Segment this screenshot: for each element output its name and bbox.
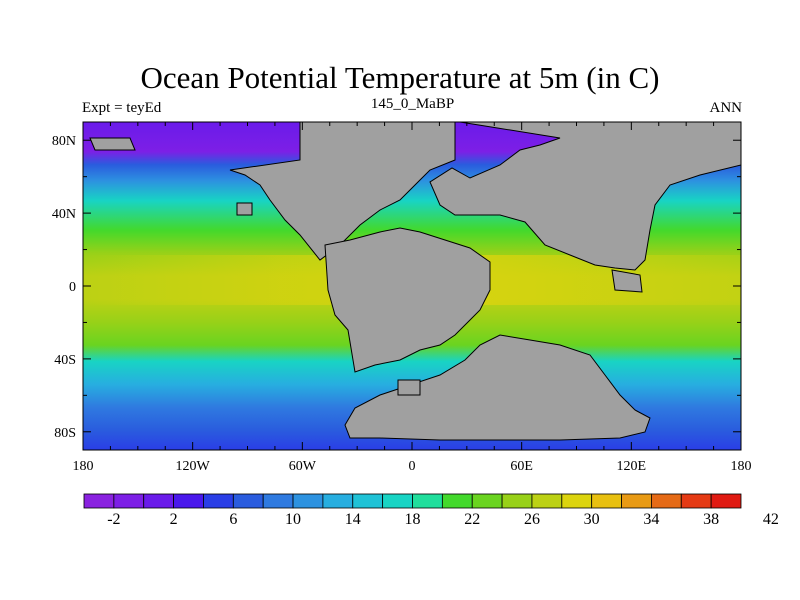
colorbar-label: 38 <box>703 511 719 528</box>
island-1 <box>89 137 136 151</box>
colorbar-swatch <box>561 493 593 509</box>
lon-tick-label: 120E <box>617 459 647 474</box>
lat-tick-label: 40N <box>52 207 76 222</box>
map-area <box>83 122 741 450</box>
lon-tick-label: 60E <box>510 459 533 474</box>
colorbar-swatch <box>501 493 533 509</box>
colorbar-label: 6 <box>229 511 237 528</box>
period-label: 145_0_MaBP <box>370 96 455 112</box>
colorbar-swatch <box>203 493 234 509</box>
lon-tick-label: 180 <box>73 459 94 474</box>
season-label: ANN <box>709 100 743 116</box>
colorbar-label: 10 <box>285 511 301 528</box>
lat-tick-label: 0 <box>69 280 76 295</box>
colorbar-swatch <box>651 493 682 509</box>
colorbar-swatch <box>710 493 742 509</box>
island-3 <box>236 202 253 216</box>
colorbar-swatch <box>591 493 622 509</box>
colorbar-label: 26 <box>524 511 540 528</box>
colorbar-swatch <box>292 493 324 509</box>
island-2 <box>611 269 643 293</box>
colorbar-swatch <box>412 493 443 509</box>
colorbar-swatch <box>352 493 384 509</box>
colorbar-label: 30 <box>584 511 600 528</box>
colorbar-swatch <box>471 493 503 509</box>
lat-tick-label: 80N <box>52 134 76 149</box>
lon-tick-label: 60W <box>289 459 317 474</box>
colorbar-label: -2 <box>107 511 120 528</box>
colorbar-swatch <box>83 493 115 509</box>
colorbar-swatch <box>173 493 204 509</box>
colorbar-swatch <box>322 493 354 509</box>
lon-tick-label: 120W <box>176 459 211 474</box>
lat-tick-label: 40S <box>54 353 76 368</box>
landmass-eurasia <box>429 122 741 271</box>
colorbar-label: 42 <box>763 511 779 528</box>
lon-tick-label: 0 <box>409 459 416 474</box>
lat-tick-label: 80S <box>54 426 76 441</box>
plot-title: Ocean Potential Temperature at 5m (in C) <box>140 60 660 95</box>
colorbar-label: 34 <box>643 511 659 528</box>
landmass-south-america-africa <box>324 227 491 373</box>
colorbar-label: 14 <box>345 511 361 528</box>
colorbar-swatch <box>382 493 413 509</box>
island-4 <box>397 379 421 396</box>
colorbar-label: 22 <box>464 511 480 528</box>
colorbar: -2 2 6 10 14 18 22 26 30 34 38 42 <box>83 493 779 528</box>
colorbar-swatch <box>262 493 294 509</box>
colorbar-swatch <box>232 493 264 509</box>
landmass-antarctica-australia <box>344 334 651 441</box>
colorbar-swatch <box>441 493 473 509</box>
colorbar-swatch <box>531 493 563 509</box>
experiment-label: Expt = teyEd <box>82 100 162 116</box>
colorbar-label: 18 <box>405 511 421 528</box>
colorbar-swatch <box>680 493 712 509</box>
colorbar-swatch <box>621 493 652 509</box>
colorbar-label: 2 <box>170 511 178 528</box>
tick-marks <box>82 122 742 450</box>
tick-labels: 180 120W 60W 0 60E 120E 180 80N 40N 0 40S 80S <box>52 134 752 474</box>
lon-tick-label: 180 <box>731 459 752 474</box>
colorbar-swatch <box>113 493 145 509</box>
landmasses <box>89 122 741 441</box>
colorbar-swatch <box>143 493 174 509</box>
